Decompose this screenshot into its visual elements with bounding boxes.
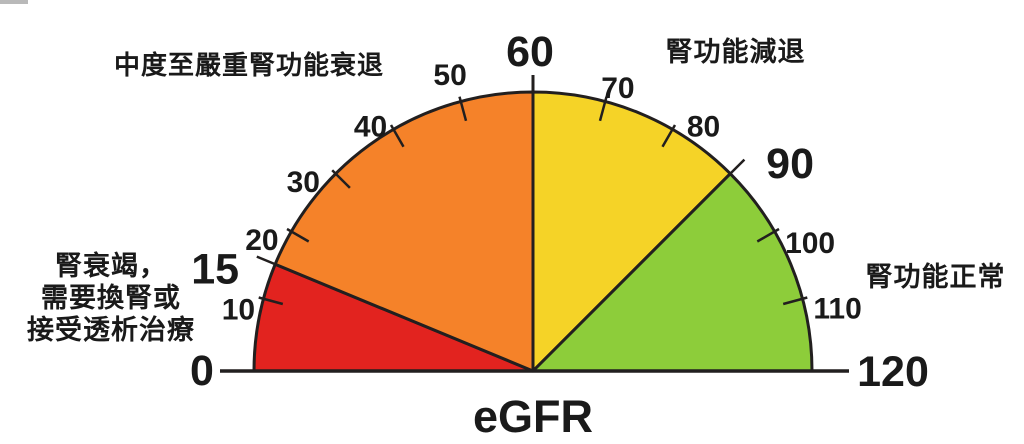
tick-mark-10 xyxy=(258,296,284,306)
tick-mark-110 xyxy=(782,296,808,306)
gauge-title: eGFR xyxy=(472,391,593,442)
tick-label-70: 70 xyxy=(601,72,634,105)
label-moderate-severe-decline: 中度至嚴重腎功能衰退 xyxy=(113,50,384,80)
screen-corner-artifact xyxy=(0,0,28,4)
tick-label-40: 40 xyxy=(354,110,387,143)
tick-label-100: 100 xyxy=(785,227,835,260)
tick-label-15: 15 xyxy=(191,245,239,293)
gauge-segment-90-120 xyxy=(531,172,814,373)
tick-mark-40 xyxy=(389,124,405,148)
tick-label-60: 60 xyxy=(506,28,554,76)
tick-mark-80 xyxy=(661,124,677,148)
tick-label-120: 120 xyxy=(857,348,929,396)
tick-label-10: 10 xyxy=(222,294,255,327)
label-kidney-failure: 腎衰竭， 需要換腎或 接受透析治療 xyxy=(27,251,195,345)
tick-mark-100 xyxy=(756,227,780,243)
tick-label-50: 50 xyxy=(433,59,466,92)
tick-label-80: 80 xyxy=(687,110,720,143)
tick-label-0: 0 xyxy=(190,347,214,395)
tick-label-110: 110 xyxy=(813,293,861,326)
tick-mark-30 xyxy=(331,169,351,189)
tick-mark-90 xyxy=(727,158,746,177)
gauge-segment-60-90 xyxy=(531,90,732,373)
tick-mark-70 xyxy=(598,96,608,122)
label-reduced-function: 腎功能減退 xyxy=(665,37,806,67)
tick-label-90: 90 xyxy=(766,140,814,188)
tick-mark-20 xyxy=(286,227,310,243)
tick-mark-15 xyxy=(256,255,279,267)
tick-mark-50 xyxy=(458,96,468,122)
tick-label-30: 30 xyxy=(287,166,320,199)
label-normal-function: 腎功能正常 xyxy=(865,262,1006,292)
tick-label-20: 20 xyxy=(245,224,278,257)
